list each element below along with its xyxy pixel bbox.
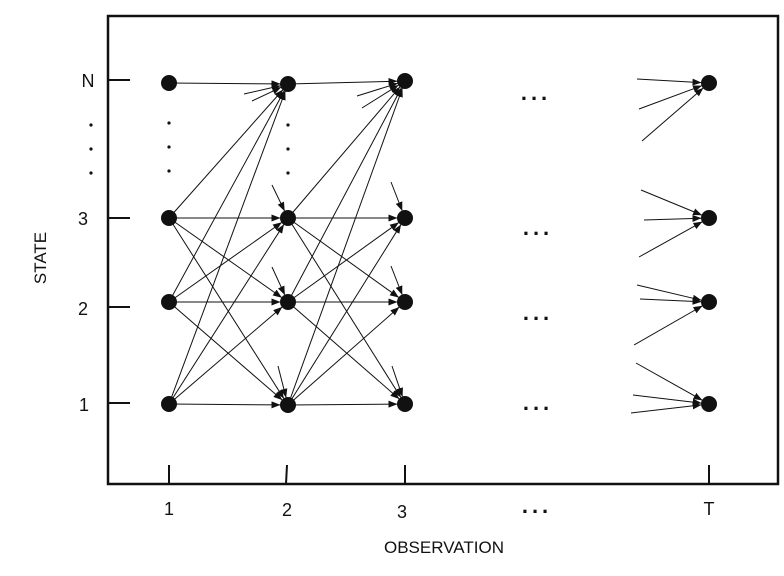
state-node-c3-s3 bbox=[397, 210, 413, 226]
ellipsis-row-2: ... bbox=[523, 300, 553, 325]
x-tick-2 bbox=[285, 464, 288, 485]
ellipsis-row-1: ... bbox=[523, 390, 553, 415]
state-node-cT-s2 bbox=[701, 294, 717, 310]
arrow-partial-c3s1-0 bbox=[391, 365, 403, 397]
y-axis-title: STATE bbox=[31, 232, 50, 284]
arrow-into-Ts1-1 bbox=[632, 394, 702, 406]
arrow-c2s1-to-c3s3 bbox=[287, 224, 402, 406]
arrow-partial-c2s1-0 bbox=[277, 365, 288, 398]
arrow-into-Ts1-2 bbox=[630, 402, 702, 414]
arrow-c1s1-to-c2s2 bbox=[168, 306, 283, 405]
state-label-3: 3 bbox=[78, 209, 88, 229]
state-node-c2-s3 bbox=[280, 210, 296, 226]
arrow-partial-c3s2-0 bbox=[390, 265, 403, 295]
y-ticks bbox=[108, 79, 130, 404]
arrow-c1s1-to-c2s3 bbox=[168, 224, 285, 405]
state-node-c2-s2 bbox=[280, 294, 296, 310]
state-node-c1-s1 bbox=[161, 396, 177, 412]
observation-label-3: 3 bbox=[397, 502, 407, 522]
transition-arrows bbox=[168, 77, 704, 414]
ellipsis-x-axis: ... bbox=[522, 493, 552, 518]
arrow-c2s2-to-c3s3 bbox=[287, 222, 399, 303]
arrow-into-TsN-1 bbox=[638, 85, 702, 110]
arrow-c1s3-to-c2sN bbox=[168, 89, 284, 219]
state-nodes bbox=[161, 73, 717, 413]
arrow-into-Ts3-0 bbox=[640, 189, 703, 216]
arrow-partial-c2sN-1 bbox=[251, 86, 282, 102]
state-node-c1-sN bbox=[161, 75, 177, 91]
arrow-c1s2-to-c2s1 bbox=[168, 301, 283, 401]
state-node-cT-sN bbox=[701, 75, 717, 91]
state-label-2: 2 bbox=[78, 299, 88, 319]
state-label-1: 1 bbox=[79, 395, 89, 415]
arrow-into-Ts2-2 bbox=[633, 305, 703, 346]
state-node-c3-s2 bbox=[397, 294, 413, 310]
arrow-c1s2-to-c2s3 bbox=[168, 222, 282, 303]
arrow-into-Ts3-2 bbox=[638, 221, 703, 258]
axis-vertical-ellipsis bbox=[89, 123, 93, 175]
x-ticks bbox=[168, 464, 710, 485]
arrow-c2s1-to-c3s1 bbox=[287, 400, 398, 408]
observation-label-2: 2 bbox=[282, 500, 292, 520]
arrow-c2sN-to-c3sN bbox=[287, 77, 398, 85]
x-axis-title: OBSERVATION bbox=[384, 538, 504, 557]
plot-frame bbox=[106, 14, 780, 486]
arrow-c2s2-to-c3sN bbox=[287, 87, 402, 303]
arrow-into-TsN-2 bbox=[641, 87, 704, 142]
state-node-c3-sN bbox=[397, 73, 413, 89]
arrow-c1s2-to-c2sN bbox=[168, 90, 285, 303]
arrow-c1s3-to-c2s2 bbox=[168, 217, 282, 298]
state-node-c3-s1 bbox=[397, 396, 413, 412]
arrow-partial-c3s3-0 bbox=[390, 181, 403, 211]
state-node-cT-s1 bbox=[701, 396, 717, 412]
arrow-into-Ts3-1 bbox=[643, 214, 702, 222]
arrow-into-TsN-0 bbox=[636, 78, 702, 86]
arrow-c1s3-to-c2s1 bbox=[168, 217, 285, 399]
state-node-c1-s2 bbox=[161, 294, 177, 310]
arrow-c2s1-to-c3s2 bbox=[287, 306, 400, 406]
arrow-partial-c2s2-0 bbox=[271, 266, 286, 296]
state-node-c2-s1 bbox=[280, 397, 296, 413]
arrow-into-Ts2-1 bbox=[639, 297, 702, 305]
arrow-c2s3-to-c3sN bbox=[287, 86, 401, 219]
arrow-c2s2-to-c3s1 bbox=[287, 301, 400, 400]
arrow-c1sN-to-c2sN bbox=[168, 80, 281, 88]
state-node-cT-s3 bbox=[701, 210, 717, 226]
arrow-into-Ts2-0 bbox=[636, 284, 702, 302]
state-node-c1-s3 bbox=[161, 210, 177, 226]
arrow-c2s3-to-c3s2 bbox=[287, 217, 399, 298]
arrow-partial-c2s3-0 bbox=[271, 184, 285, 212]
arrow-partial-c2sN-0 bbox=[243, 84, 281, 95]
arrow-partial-c3sN-1 bbox=[361, 84, 399, 109]
arrow-c1s1-to-c2sN bbox=[168, 91, 286, 405]
observation-label-T: T bbox=[704, 499, 715, 519]
arrow-c1s1-to-c2s1 bbox=[168, 401, 281, 409]
state-label-N: N bbox=[82, 71, 95, 91]
column-vertical-ellipsis bbox=[167, 121, 290, 175]
arrow-c2s1-to-c3sN bbox=[287, 88, 403, 406]
state-node-c2-sN bbox=[280, 76, 296, 92]
arrow-c2s3-to-c3s1 bbox=[287, 217, 402, 398]
observation-label-1: 1 bbox=[164, 499, 174, 519]
arrow-into-Ts1-0 bbox=[635, 362, 703, 401]
ellipsis-row-N: ... bbox=[521, 80, 551, 105]
ellipsis-row-3: ... bbox=[523, 215, 553, 240]
